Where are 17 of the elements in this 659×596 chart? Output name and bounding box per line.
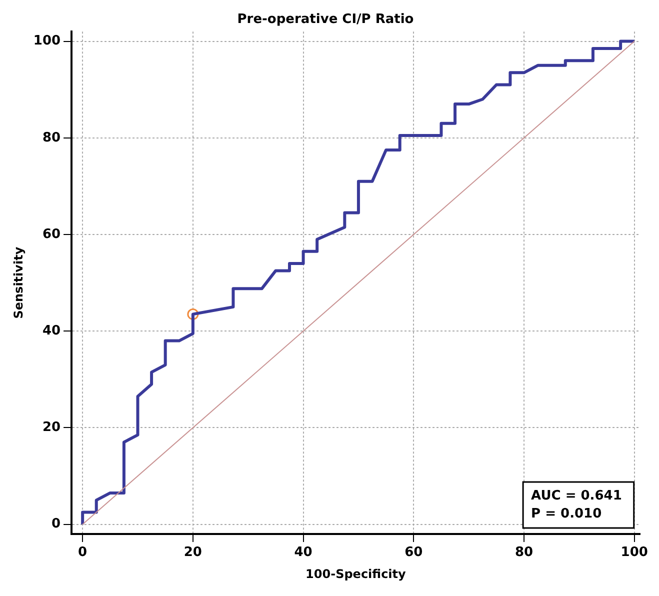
y-tick-label: 100 xyxy=(33,34,61,49)
x-tick-label: 60 xyxy=(404,545,423,560)
y-tick-label: 40 xyxy=(42,323,61,338)
x-tick-label: 80 xyxy=(514,545,534,560)
annotation: AUC = 0.641 xyxy=(531,488,622,504)
chart-title: Pre-operative CI/P Ratio xyxy=(237,12,414,28)
y-tick-label: 20 xyxy=(42,420,61,436)
y-tick-label: 80 xyxy=(42,130,61,146)
x-tick-label: 20 xyxy=(184,545,202,560)
y-axis-title: Sensitivity xyxy=(11,246,26,319)
x-tick-label: 0 xyxy=(78,545,88,560)
y-tick-label: 0 xyxy=(51,516,61,532)
x-tick-label: 100 xyxy=(620,545,648,560)
x-axis-title: 100-Specificity xyxy=(306,566,406,581)
x-tick-label: 40 xyxy=(294,545,312,560)
annotation: P = 0.010 xyxy=(531,506,602,522)
y-tick-label: 60 xyxy=(42,226,61,242)
